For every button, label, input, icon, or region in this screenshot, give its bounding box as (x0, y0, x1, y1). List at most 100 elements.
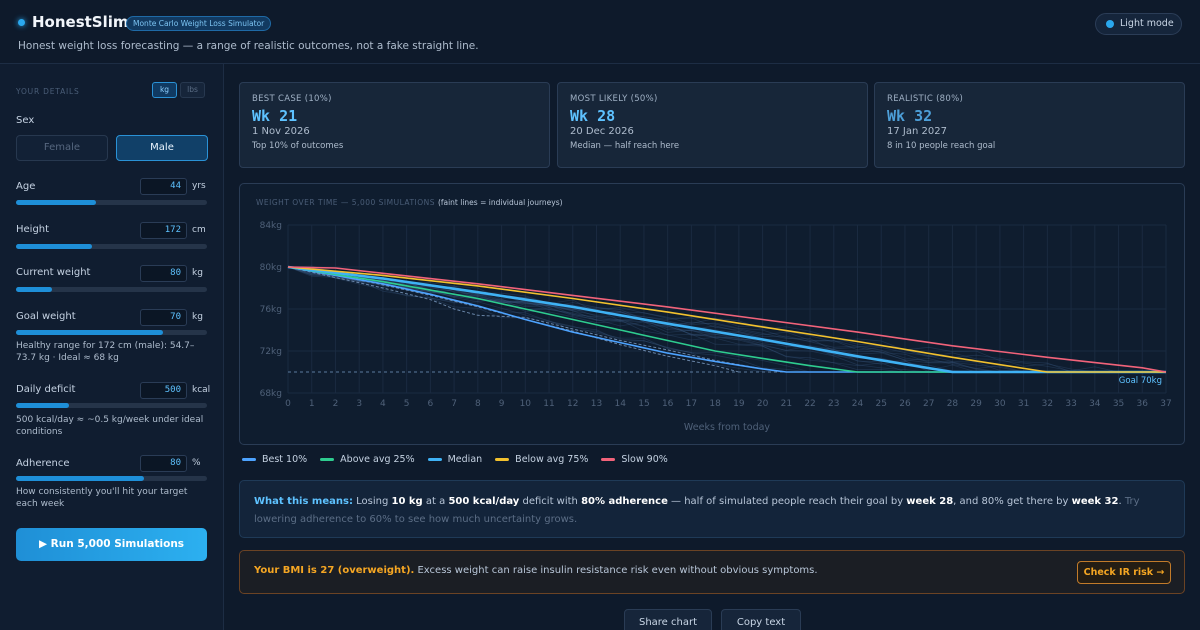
current-weight-input[interactable]: 80 (140, 265, 187, 282)
daily-deficit-unit: kcal (192, 385, 211, 395)
x-tick-label: 1 (309, 399, 315, 409)
card-subtitle: Median — half reach here (570, 141, 680, 151)
weight-chart-panel: 68kg 72kg 76kg 80kg 84kg 0 1 2 3 4 5 6 7 8 9 10 11 12 13 14… (239, 183, 1185, 445)
meaning-text: , and 80% get there by (953, 496, 1072, 507)
x-tick-label: 18 (709, 399, 721, 409)
app-header: HonestSlim Monte Carlo Weight Loss Simul… (0, 0, 1200, 64)
legend-item: Below avg 75% (495, 454, 588, 465)
x-tick-label: 28 (947, 399, 959, 409)
current-weight-slider-fill (16, 287, 53, 292)
card-date: 20 Dec 2026 (570, 126, 634, 137)
light-mode-button[interactable]: Light mode (1095, 13, 1182, 35)
goal-weight-unit: kg (192, 312, 203, 322)
simulation-journey-line (287, 266, 1166, 373)
copy-text-button[interactable]: Copy text (721, 609, 801, 630)
legend-item: Slow 90% (601, 454, 668, 465)
legend-swatch (495, 458, 510, 461)
x-tick-label: 2 (333, 399, 339, 409)
meaning-prefix: What this means: (254, 496, 353, 507)
meaning-kg: 10 kg (391, 496, 423, 507)
legend-item: Median (427, 454, 483, 465)
x-tick-label: 19 (733, 399, 745, 409)
legend-swatch (242, 458, 256, 461)
legend-label: Median (447, 454, 483, 465)
unit-lbs-button[interactable]: lbs (180, 82, 205, 98)
series-line-below-avg-75- (287, 266, 1166, 373)
x-tick-label: 20 (757, 399, 769, 409)
card-date: 17 Jan 2027 (887, 126, 947, 137)
sex-male-button[interactable]: Male (116, 135, 208, 161)
series-line-median (287, 265, 1166, 374)
realistic-card: REALISTIC (80%) Wk 32 17 Jan 2027 8 in 1… (874, 82, 1185, 168)
age-slider[interactable] (16, 200, 207, 205)
y-tick-label: 80kg (260, 263, 282, 273)
card-title: MOST LIKELY (50%) (570, 94, 658, 104)
x-tick-label: 7 (451, 399, 457, 409)
x-tick-label: 17 (686, 399, 697, 409)
x-tick-label: 31 (1018, 399, 1029, 409)
legend-item: Best 10% (242, 454, 307, 465)
chart-legend: Best 10% Above avg 25% Median Below avg 75%… (242, 454, 681, 465)
x-axis-label: Weeks from today (684, 422, 771, 433)
age-slider-fill (16, 200, 97, 205)
legend-swatch (601, 458, 616, 461)
adherence-input[interactable]: 80 (140, 455, 187, 472)
section-title: YOUR DETAILS (16, 87, 80, 96)
x-tick-label: 4 (380, 399, 386, 409)
x-tick-label: 0 (285, 399, 291, 409)
series-line-best-10- (287, 266, 1166, 373)
age-unit: yrs (192, 181, 206, 191)
x-tick-label: 6 (428, 399, 434, 409)
x-tick-label: 32 (1042, 399, 1053, 409)
adherence-hint: How consistently you'll hit your target … (16, 487, 188, 509)
height-input[interactable]: 172 (140, 222, 187, 239)
meaning-adherence: 80% adherence (581, 496, 668, 507)
x-tick-label: 13 (591, 399, 602, 409)
toggle-dot-icon (1106, 20, 1114, 28)
goal-weight-input[interactable]: 70 (140, 309, 187, 326)
best-case-card: BEST CASE (10%) Wk 21 1 Nov 2026 Top 10%… (239, 82, 550, 168)
goal-weight-slider[interactable] (16, 330, 207, 335)
y-tick-label: 84kg (260, 221, 282, 231)
unit-toggle: kg lbs (152, 82, 208, 100)
age-input[interactable]: 44 (140, 178, 187, 195)
legend-label: Below avg 75% (515, 454, 589, 465)
run-simulations-button[interactable]: ▶ Run 5,000 Simulations (16, 528, 207, 561)
series-line-above-avg-25- (287, 266, 1166, 373)
chart-title-text: WEIGHT OVER TIME — 5,000 SIMULATIONS (256, 198, 436, 207)
daily-deficit-input[interactable]: 500 (140, 382, 187, 399)
check-ir-risk-button[interactable]: Check IR risk → (1077, 561, 1171, 584)
meaning-tip: Try lowering adherence to 60% to see how… (254, 496, 1140, 525)
height-slider[interactable] (16, 244, 207, 249)
meaning-deficit: 500 kcal/day (448, 496, 520, 507)
simulation-journey-line (287, 266, 1166, 373)
x-tick-label: 27 (923, 399, 934, 409)
x-tick-label: 25 (876, 399, 887, 409)
x-tick-label: 9 (499, 399, 505, 409)
card-title: REALISTIC (80%) (887, 94, 964, 104)
meaning-text: . (1118, 496, 1122, 507)
daily-deficit-slider-fill (16, 403, 70, 408)
x-tick-label: 36 (1137, 399, 1149, 409)
x-tick-label: 10 (520, 399, 532, 409)
card-title: BEST CASE (10%) (252, 94, 332, 104)
x-tick-label: 37 (1160, 399, 1171, 409)
sex-female-button[interactable]: Female (16, 135, 108, 161)
x-tick-label: 23 (828, 399, 839, 409)
daily-deficit-slider[interactable] (16, 403, 207, 408)
legend-swatch (320, 458, 335, 461)
unit-kg-button[interactable]: kg (152, 82, 177, 98)
adherence-slider-fill (16, 476, 144, 481)
share-chart-button[interactable]: Share chart (624, 609, 712, 630)
card-subtitle: Top 10% of outcomes (252, 141, 344, 151)
adherence-slider[interactable] (16, 476, 207, 481)
x-tick-label: 14 (614, 399, 626, 409)
sex-label: Sex (16, 115, 35, 126)
bmi-text: Excess weight can raise insulin resistan… (414, 565, 818, 576)
legend-label: Best 10% (262, 454, 308, 465)
x-tick-label: 11 (543, 399, 554, 409)
height-slider-fill (16, 244, 93, 249)
current-weight-slider[interactable] (16, 287, 207, 292)
daily-deficit-label: Daily deficit (16, 384, 76, 395)
